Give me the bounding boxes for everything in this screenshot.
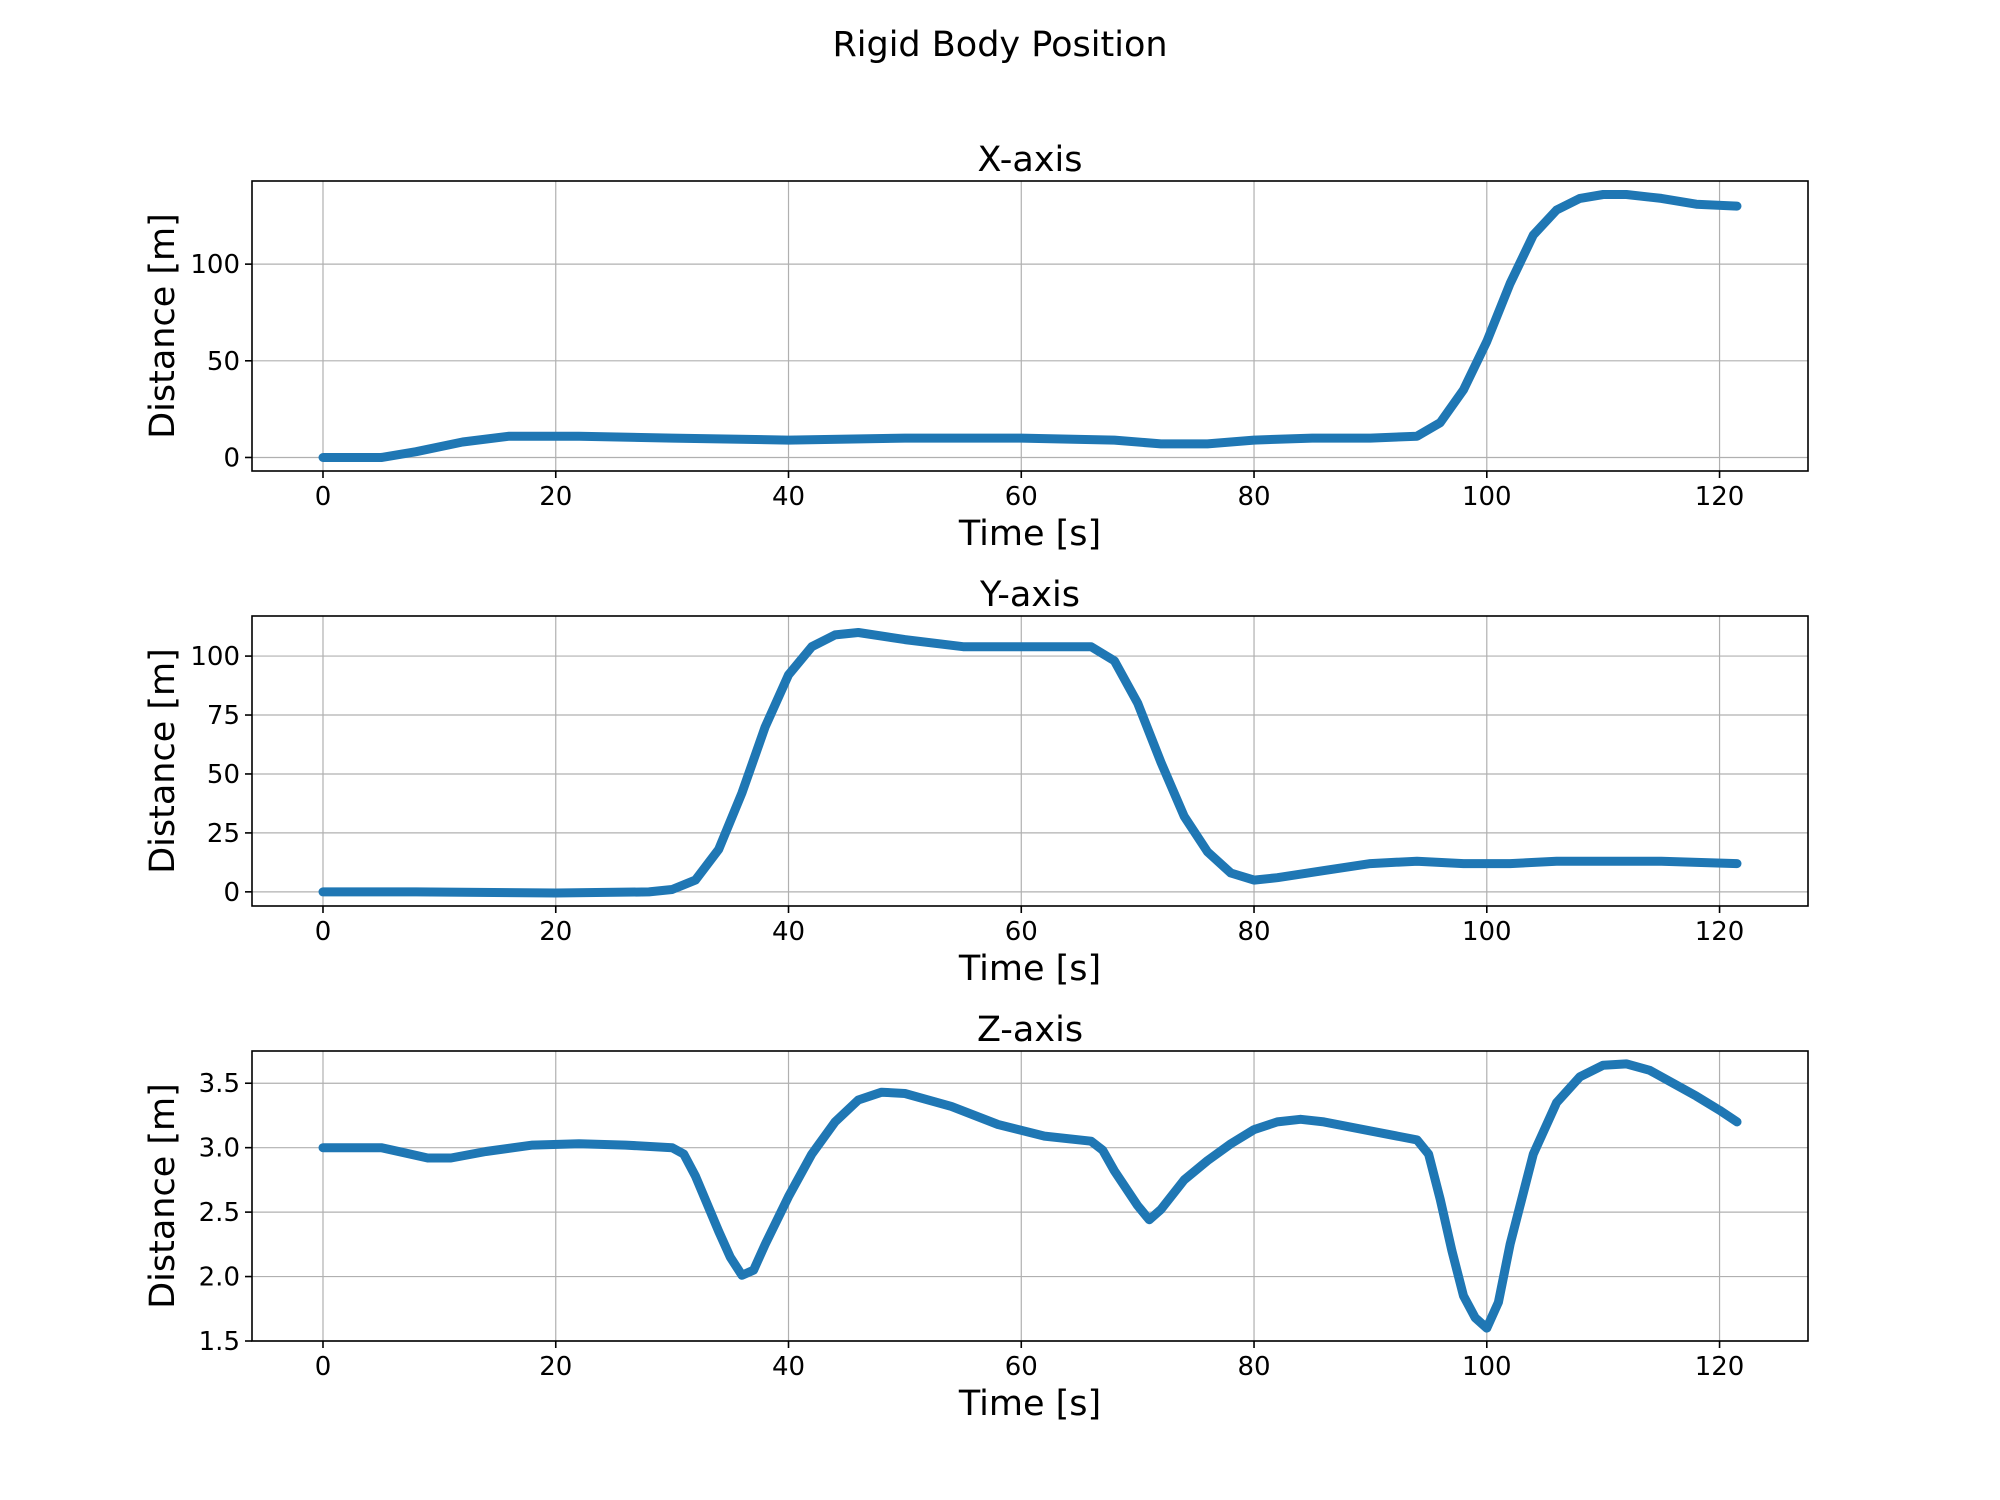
y-axis-label: Distance [m] — [143, 1083, 183, 1309]
subplot-title: X-axis — [978, 140, 1083, 180]
x-tick-label: 20 — [539, 1352, 572, 1382]
series-line — [318, 1059, 1742, 1333]
y-tick-label: 2.0 — [199, 1263, 240, 1293]
subplot-title: Z-axis — [977, 1010, 1083, 1050]
x-tick-label: 20 — [539, 482, 572, 512]
x-tick-label: 120 — [1695, 917, 1745, 947]
figure-title: Rigid Body Position — [832, 25, 1167, 65]
x-tick-label: 60 — [1005, 482, 1038, 512]
series-line — [318, 190, 1742, 462]
y-tick-label: 50 — [207, 347, 240, 377]
x-tick-label: 80 — [1237, 917, 1270, 947]
x-tick-label: 100 — [1462, 1352, 1512, 1382]
subplot-title: Y-axis — [979, 575, 1080, 615]
subplot-2: Y-axis 0 20 40 60 80 100 120 0 25 50 75 100 Time [s] D… — [143, 575, 1809, 989]
plot-frame — [251, 1050, 1809, 1342]
x-tick-label: 40 — [772, 482, 805, 512]
y-tick-label: 100 — [190, 642, 240, 672]
x-tick-label: 20 — [539, 917, 572, 947]
plot-frame — [251, 615, 1809, 907]
x-axis-label: Time [s] — [958, 1384, 1101, 1424]
x-tick-label: 120 — [1695, 1352, 1745, 1382]
y-tick-label: 25 — [207, 819, 240, 849]
x-tick-label: 0 — [315, 917, 332, 947]
y-axis-label: Distance [m] — [143, 213, 183, 439]
y-tick-label: 3.5 — [199, 1069, 240, 1099]
x-tick-label: 80 — [1237, 482, 1270, 512]
y-tick-label: 50 — [207, 760, 240, 790]
plot-frame — [251, 180, 1809, 472]
y-tick-label: 3.0 — [199, 1134, 240, 1164]
series-line — [318, 628, 1742, 898]
x-tick-label: 80 — [1237, 1352, 1270, 1382]
y-tick-label: 0 — [223, 443, 240, 473]
x-tick-label: 0 — [315, 482, 332, 512]
x-tick-label: 120 — [1695, 482, 1745, 512]
subplot-1: X-axis 0 20 40 60 80 100 120 0 50 100 Time [s] Dista… — [143, 140, 1809, 554]
y-tick-label: 1.5 — [199, 1327, 240, 1357]
x-tick-label: 100 — [1462, 482, 1512, 512]
x-axis-label: Time [s] — [958, 949, 1101, 989]
charts-container: X-axis 0 20 40 60 80 100 120 0 50 100 Time [s] Dista… — [143, 140, 1809, 1424]
x-axis-label: Time [s] — [958, 514, 1101, 554]
subplot-3: Z-axis 0 20 40 60 80 100 120 1.5 2.0 2.5 3.0 3.5 Time… — [143, 1010, 1809, 1424]
y-axis-label: Distance [m] — [143, 648, 183, 874]
y-tick-label: 0 — [223, 878, 240, 908]
x-tick-label: 60 — [1005, 917, 1038, 947]
x-tick-label: 100 — [1462, 917, 1512, 947]
y-tick-label: 100 — [190, 250, 240, 280]
y-tick-label: 2.5 — [199, 1198, 240, 1228]
x-tick-label: 60 — [1005, 1352, 1038, 1382]
x-tick-label: 40 — [772, 1352, 805, 1382]
x-tick-label: 0 — [315, 1352, 332, 1382]
x-tick-label: 40 — [772, 917, 805, 947]
y-tick-label: 75 — [207, 701, 240, 731]
